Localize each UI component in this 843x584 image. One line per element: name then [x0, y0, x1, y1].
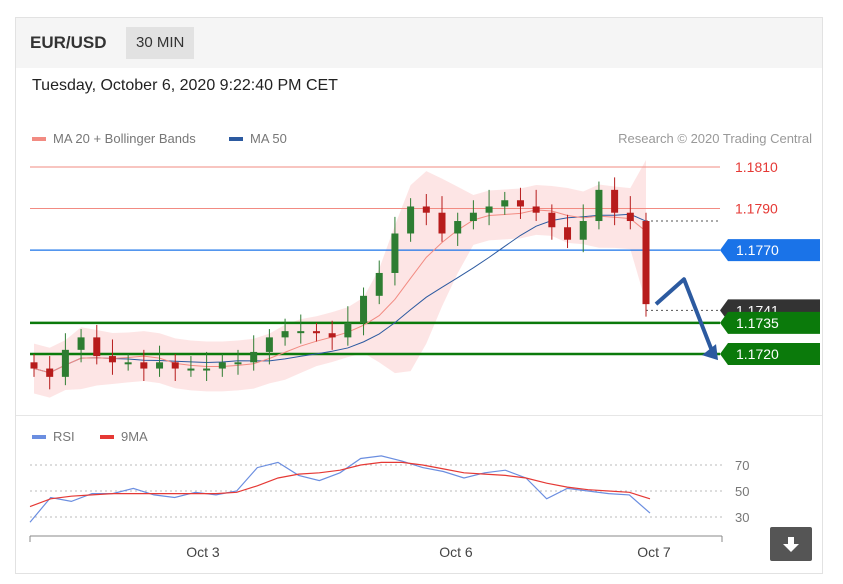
candles-group [30, 177, 650, 390]
candle-body [454, 221, 462, 234]
candle-body [642, 221, 650, 305]
candle-body [564, 227, 572, 240]
legend-rsi-ma: 9MA [100, 429, 148, 444]
timestamp: Tuesday, October 6, 2020 9:22:40 PM CET [32, 77, 338, 94]
candle-body [391, 233, 399, 273]
candle-body [485, 206, 493, 213]
rsi-tick-50: 50 [735, 484, 749, 499]
projection-arrow-line [654, 277, 716, 357]
level-tag-1.1720 [720, 343, 820, 365]
candle-body [171, 362, 179, 369]
x-tick-label: Oct 6 [439, 544, 473, 560]
candle-body [281, 331, 289, 338]
candle-body [422, 206, 430, 213]
candle-body [30, 362, 38, 369]
candle-body [312, 331, 320, 334]
ma50-swatch [229, 136, 243, 141]
candle-body [203, 368, 211, 371]
candle-body [77, 337, 85, 350]
ma20-line [33, 209, 647, 374]
candle-body [548, 212, 556, 228]
level-label-1.1790: 1.1790 [735, 201, 778, 217]
candle-body [611, 189, 619, 213]
candle-body [265, 337, 273, 352]
level-tag-text-1.1720: 1.1720 [736, 346, 779, 362]
x-tick-label: Oct 3 [186, 544, 220, 560]
level-tag-text-1.1770: 1.1770 [736, 242, 779, 258]
candle-body [532, 206, 540, 213]
symbol-label: EUR/USD [30, 33, 107, 52]
candle-body [375, 272, 383, 296]
rsi-ma-legend-label: 9MA [121, 429, 148, 444]
projection-arrow-head [702, 344, 718, 361]
candle-body [469, 212, 477, 222]
candle-body [218, 362, 226, 369]
candle-body [407, 206, 415, 234]
bollinger-band [34, 159, 646, 398]
candle-body [328, 333, 336, 338]
ma20-swatch [32, 136, 46, 141]
panel-divider [16, 415, 822, 416]
rsi-legend-label: RSI [53, 429, 75, 444]
rsi-tick-30: 30 [735, 510, 749, 525]
rsi-ma-swatch [100, 434, 114, 439]
ma50-legend-label: MA 50 [250, 131, 287, 146]
level-tag-1.1770 [720, 239, 820, 262]
candle-body [234, 362, 242, 365]
download-arrow-icon [783, 537, 799, 552]
candle-body [438, 212, 446, 234]
rsi-series-1 [29, 461, 651, 508]
ma20-legend-label: MA 20 + Bollinger Bands [53, 131, 196, 146]
rsi-series-0 [29, 455, 651, 523]
legend-rsi: RSI [32, 429, 75, 444]
candle-body [156, 362, 164, 369]
level-tag-text-1.1735: 1.1735 [736, 315, 779, 331]
candle-body [297, 331, 305, 334]
rsi-swatch [32, 434, 46, 439]
level-tag-1.1735 [720, 311, 820, 334]
ma50-line [33, 213, 647, 374]
candle-body [124, 362, 132, 365]
candle-body [516, 200, 524, 207]
chart-header: EUR/USD 30 MIN [16, 18, 822, 68]
candle-body [579, 221, 587, 240]
candle-body [501, 200, 509, 207]
candle-body [595, 189, 603, 222]
candle-body [46, 368, 54, 377]
candle-body [360, 295, 368, 323]
candle-body [187, 368, 195, 371]
level-label-1.1810: 1.1810 [735, 159, 778, 175]
credit-text: Research © 2020 Trading Central [618, 131, 812, 146]
candle-body [108, 356, 116, 363]
candle-body [344, 322, 352, 338]
timeframe-badge[interactable]: 30 MIN [126, 27, 195, 59]
download-button[interactable] [770, 527, 812, 561]
legend-ma50: MA 50 [229, 131, 287, 146]
candle-body [626, 212, 634, 222]
candle-body [250, 351, 258, 363]
legend-ma20: MA 20 + Bollinger Bands [32, 131, 196, 146]
candle-body [140, 362, 148, 369]
x-tick-label: Oct 7 [637, 544, 671, 560]
candle-body [93, 337, 101, 357]
rsi-tick-70: 70 [735, 458, 749, 473]
candle-body [61, 349, 69, 377]
